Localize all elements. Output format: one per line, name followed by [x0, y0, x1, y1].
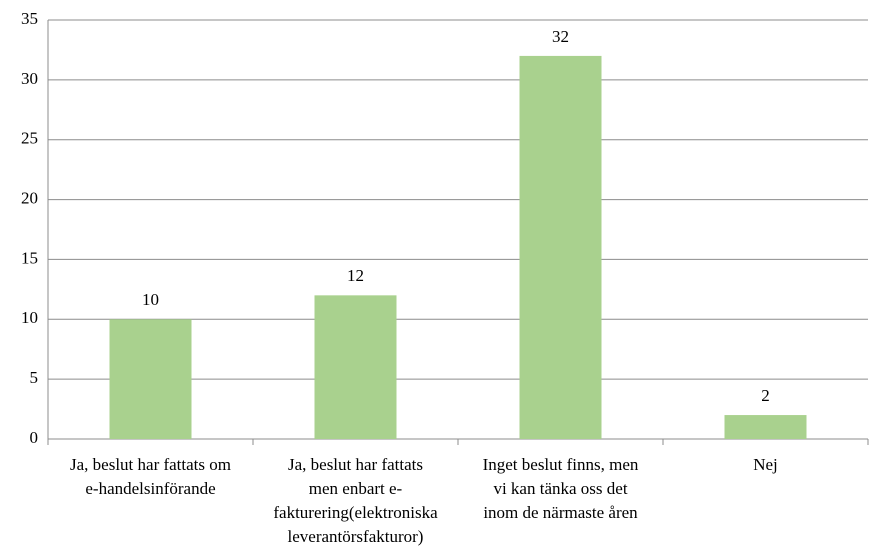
y-tick-label: 30 [21, 69, 38, 88]
y-tick-label: 15 [21, 248, 38, 267]
x-tick-label: men enbart e- [309, 479, 403, 498]
x-tick-label: fakturering(elektroniska [273, 503, 438, 522]
x-tick-label: Ja, beslut har fattats om [70, 455, 231, 474]
x-tick-label: Nej [753, 455, 778, 474]
data-label: 12 [347, 266, 364, 285]
x-tick-label: e-handelsinförande [85, 479, 215, 498]
bar [724, 415, 807, 439]
y-tick-label: 0 [30, 428, 39, 447]
x-tick-label: Ja, beslut har fattats [288, 455, 423, 474]
x-tick-label: inom de närmaste åren [483, 503, 638, 522]
x-tick-label: vi kan tänka oss det [493, 479, 627, 498]
data-label: 10 [142, 290, 159, 309]
y-tick-label: 5 [30, 368, 39, 387]
bar [109, 319, 192, 439]
data-label: 32 [552, 27, 569, 46]
x-tick-label: Inget beslut finns, men [483, 455, 639, 474]
bar [519, 55, 602, 440]
data-label: 2 [761, 386, 770, 405]
y-tick-label: 25 [21, 129, 38, 148]
y-tick-label: 20 [21, 188, 38, 207]
bar [314, 295, 397, 439]
y-tick-label: 35 [21, 9, 38, 28]
x-tick-label: leverantörsfakturor) [288, 527, 424, 546]
y-tick-label: 10 [21, 308, 38, 327]
